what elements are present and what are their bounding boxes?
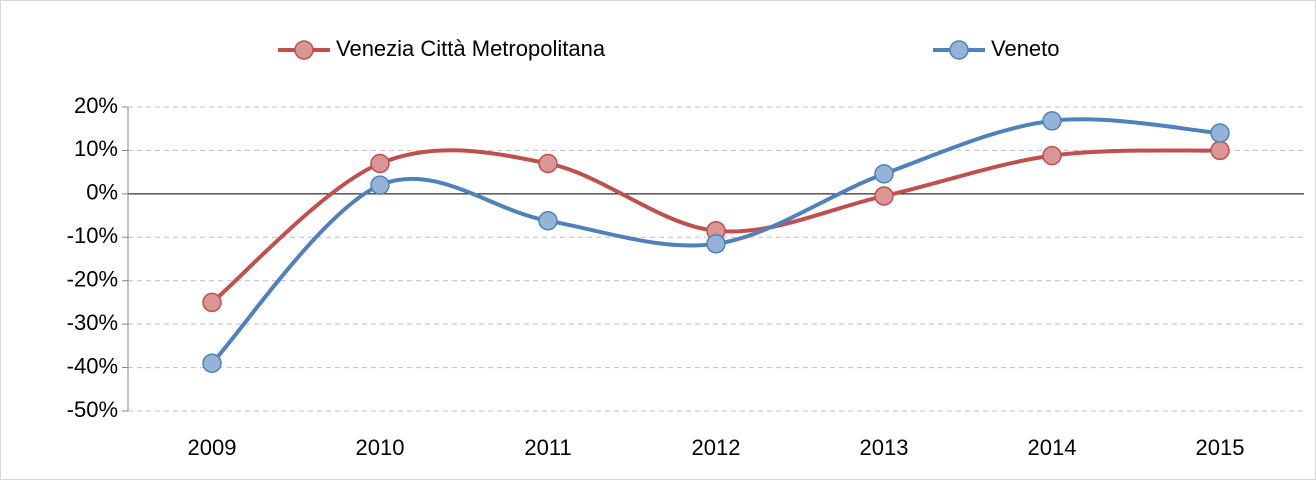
point-marker: [538, 211, 558, 231]
point-marker: [538, 153, 558, 174]
point-marker: [202, 353, 222, 373]
legend-label: Venezia Città Metropolitana: [336, 36, 606, 61]
y-tick-label: -10%: [67, 223, 118, 248]
y-tick-label: 20%: [74, 93, 118, 118]
point-marker: [874, 164, 894, 184]
y-tick-label: 10%: [74, 136, 118, 161]
x-tick-label: 2009: [188, 435, 237, 460]
y-tick-label: -20%: [67, 267, 118, 292]
x-tick-label: 2015: [1196, 435, 1245, 460]
point-marker: [202, 292, 222, 313]
point-marker: [1210, 123, 1230, 143]
x-tick-label: 2013: [860, 435, 909, 460]
y-tick-label: -40%: [67, 353, 118, 378]
point-marker: [370, 175, 390, 195]
x-tick-label: 2012: [692, 435, 741, 460]
legend-marker: [294, 40, 314, 60]
y-tick-label: 0%: [86, 180, 118, 205]
y-tick-label: -30%: [67, 310, 118, 335]
x-tick-label: 2010: [356, 435, 405, 460]
point-marker: [1210, 140, 1230, 161]
y-tick-label: -50%: [67, 397, 118, 422]
point-marker: [874, 186, 894, 206]
point-marker: [1042, 145, 1062, 166]
x-tick-label: 2014: [1028, 435, 1077, 460]
point-marker: [370, 153, 390, 174]
legend-marker: [949, 40, 969, 60]
x-tick-label: 2011: [524, 435, 571, 460]
point-marker: [1042, 111, 1062, 131]
legend-label: Veneto: [991, 36, 1060, 61]
point-marker: [706, 234, 726, 254]
